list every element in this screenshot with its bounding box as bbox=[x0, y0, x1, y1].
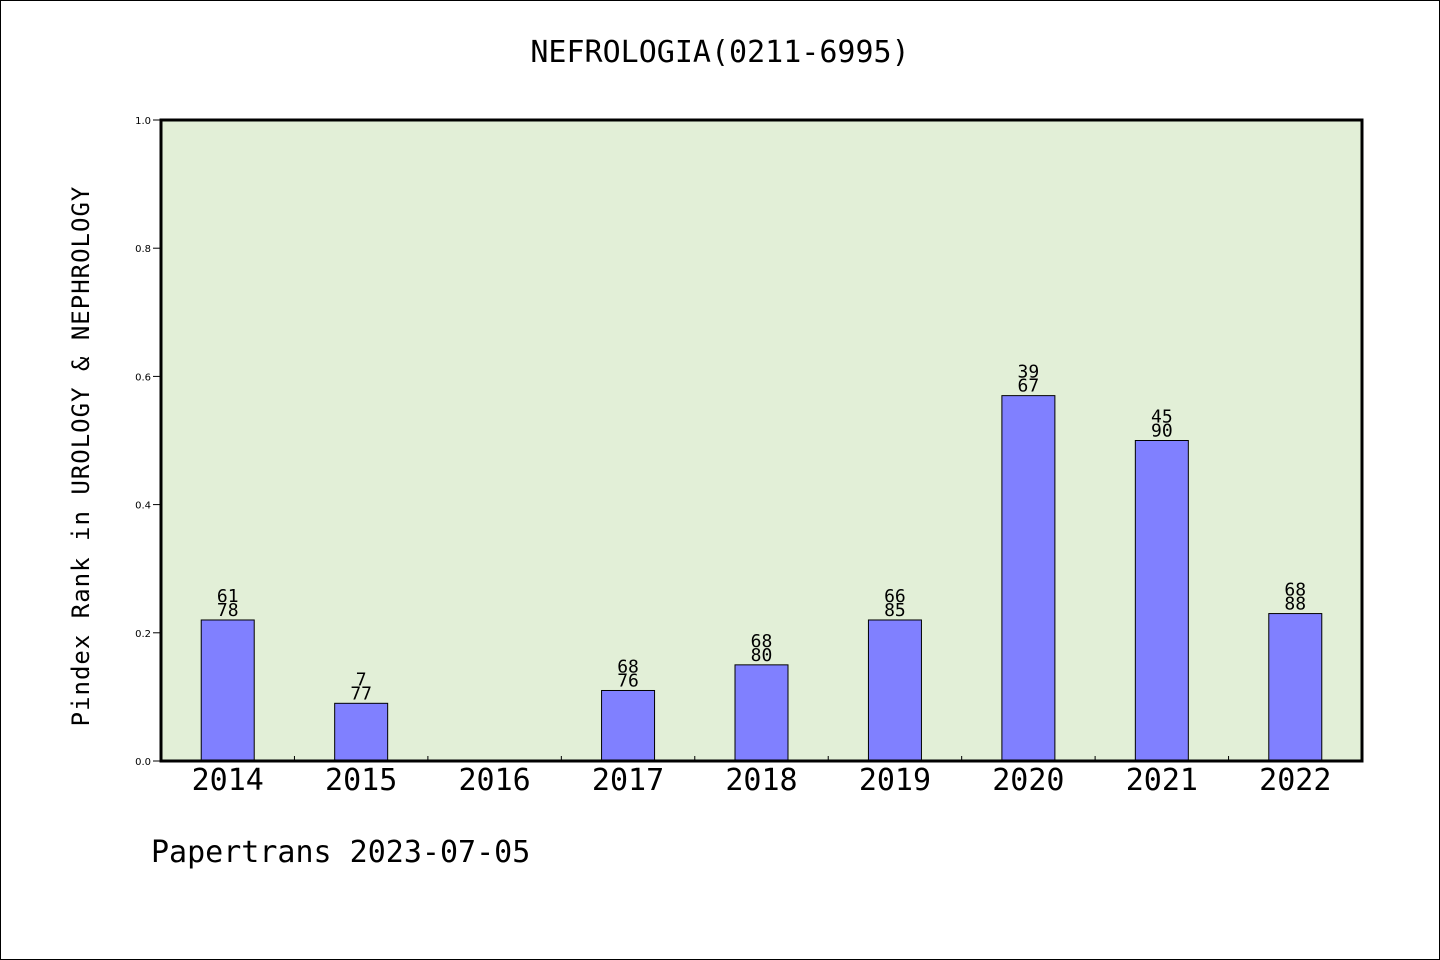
data-label-bottom-2018: 80 bbox=[751, 645, 773, 666]
bar-2014 bbox=[200, 619, 255, 762]
x-tick-label-2015: 2015 bbox=[325, 763, 397, 798]
bar-2022 bbox=[1268, 613, 1323, 762]
y-tick-label-1.0: 1.0 bbox=[135, 116, 151, 127]
x-tick-label-2018: 2018 bbox=[725, 763, 797, 798]
bar-2021 bbox=[1134, 440, 1189, 762]
bar-2018 bbox=[734, 664, 789, 762]
y-tick-label-0.0: 0.0 bbox=[135, 757, 151, 768]
data-label-bottom-2022: 88 bbox=[1284, 594, 1306, 615]
data-label-top-2019: 66 bbox=[884, 586, 906, 607]
x-tick-label-2020: 2020 bbox=[992, 763, 1064, 798]
x-tick-label-2016: 2016 bbox=[458, 763, 530, 798]
y-tick-label-0.8: 0.8 bbox=[135, 244, 151, 255]
y-tick-label-0.6: 0.6 bbox=[135, 372, 151, 383]
x-tick-label-2014: 2014 bbox=[192, 763, 264, 798]
x-tick-label-2019: 2019 bbox=[859, 763, 931, 798]
data-label-top-2021: 45 bbox=[1151, 407, 1173, 428]
x-tick-label-2021: 2021 bbox=[1126, 763, 1198, 798]
plot-border bbox=[159, 118, 1364, 763]
data-label-bottom-2015: 77 bbox=[350, 683, 372, 704]
data-label-top-2014: 61 bbox=[217, 586, 239, 607]
footer-credit: Papertrans 2023-07-05 bbox=[151, 835, 531, 870]
y-tick-label-0.2: 0.2 bbox=[135, 629, 151, 640]
data-label-top-2017: 68 bbox=[617, 656, 639, 677]
data-label-bottom-2017: 76 bbox=[617, 670, 639, 691]
bar-2017 bbox=[601, 689, 656, 762]
data-label-bottom-2020: 67 bbox=[1018, 376, 1040, 397]
x-tick-label-2022: 2022 bbox=[1259, 763, 1331, 798]
chart-title: NEFROLOGIA(0211-6995) bbox=[530, 35, 910, 70]
data-label-top-2018: 68 bbox=[751, 631, 773, 652]
x-tick-label-2017: 2017 bbox=[592, 763, 664, 798]
data-label-bottom-2019: 85 bbox=[884, 600, 906, 621]
data-label-bottom-2021: 90 bbox=[1151, 421, 1173, 442]
data-label-top-2022: 68 bbox=[1284, 580, 1306, 601]
bar-2019 bbox=[867, 619, 922, 762]
data-label-top-2015: 7 bbox=[356, 669, 367, 690]
data-label-bottom-2014: 78 bbox=[217, 600, 239, 621]
data-label-top-2020: 39 bbox=[1018, 362, 1040, 383]
bar-2015 bbox=[334, 702, 389, 762]
bar-2020 bbox=[1001, 395, 1056, 762]
y-tick-label-0.4: 0.4 bbox=[135, 501, 151, 512]
